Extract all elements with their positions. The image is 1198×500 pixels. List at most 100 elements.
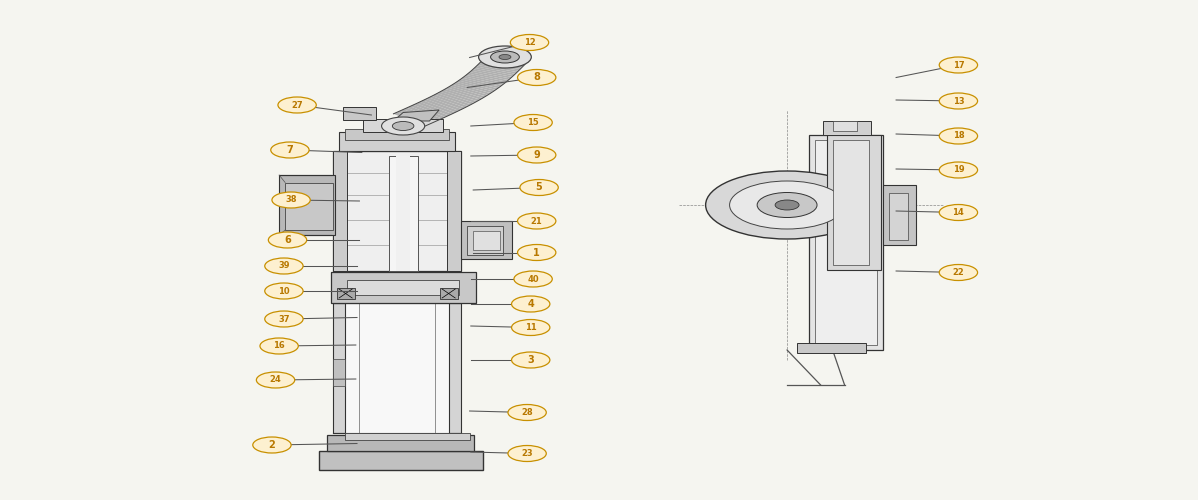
Text: 28: 28 — [521, 408, 533, 417]
Circle shape — [253, 437, 291, 453]
Bar — [327, 435, 474, 451]
Polygon shape — [440, 90, 477, 103]
Polygon shape — [431, 94, 468, 108]
Text: 15: 15 — [527, 118, 539, 127]
Circle shape — [256, 372, 295, 388]
Text: 8: 8 — [533, 72, 540, 83]
Polygon shape — [404, 108, 438, 122]
Circle shape — [939, 93, 978, 109]
Polygon shape — [452, 84, 491, 94]
Text: 19: 19 — [952, 166, 964, 174]
Bar — [333, 302, 345, 432]
Text: 22: 22 — [952, 268, 964, 277]
Polygon shape — [460, 78, 500, 88]
Polygon shape — [462, 76, 502, 86]
Circle shape — [518, 244, 556, 260]
Circle shape — [520, 180, 558, 196]
Bar — [883, 185, 916, 245]
Polygon shape — [423, 99, 459, 112]
Polygon shape — [446, 88, 483, 100]
Circle shape — [939, 204, 978, 220]
Circle shape — [272, 192, 310, 208]
Circle shape — [514, 114, 552, 130]
Polygon shape — [479, 62, 520, 70]
Circle shape — [512, 296, 550, 312]
Bar — [331, 272, 476, 302]
Circle shape — [512, 352, 550, 368]
Circle shape — [757, 192, 817, 218]
Bar — [363, 120, 443, 132]
Circle shape — [265, 258, 303, 274]
Polygon shape — [478, 64, 519, 72]
Bar — [345, 129, 449, 140]
Bar — [797, 342, 866, 352]
Text: 9: 9 — [533, 150, 540, 160]
Bar — [388, 156, 418, 271]
Polygon shape — [459, 79, 498, 90]
Text: 1: 1 — [533, 248, 540, 258]
Polygon shape — [410, 105, 446, 118]
Text: 2: 2 — [268, 440, 276, 450]
Text: 27: 27 — [291, 100, 303, 110]
Circle shape — [775, 200, 799, 210]
Polygon shape — [470, 70, 510, 80]
Circle shape — [939, 162, 978, 178]
Text: 37: 37 — [278, 314, 290, 324]
Bar — [333, 151, 461, 271]
Bar — [319, 451, 483, 470]
Text: 38: 38 — [285, 196, 297, 204]
Circle shape — [393, 122, 415, 130]
Circle shape — [479, 46, 532, 68]
Circle shape — [265, 311, 303, 327]
Polygon shape — [480, 60, 522, 69]
Bar — [333, 151, 347, 271]
Bar — [815, 140, 877, 345]
Bar — [823, 121, 871, 135]
Text: 10: 10 — [278, 286, 290, 296]
Circle shape — [706, 171, 869, 239]
Text: 24: 24 — [270, 376, 282, 384]
Polygon shape — [465, 75, 504, 85]
Text: 14: 14 — [952, 208, 964, 217]
Polygon shape — [473, 68, 514, 77]
Bar — [449, 302, 461, 432]
Bar — [339, 132, 455, 151]
Bar — [827, 135, 881, 270]
Bar — [833, 140, 869, 265]
Polygon shape — [413, 104, 449, 117]
Bar — [395, 156, 411, 271]
Text: 11: 11 — [525, 323, 537, 332]
Polygon shape — [456, 80, 496, 92]
Text: 7: 7 — [286, 145, 294, 155]
Polygon shape — [426, 98, 461, 110]
Bar — [833, 121, 857, 131]
Polygon shape — [435, 93, 471, 106]
Text: 18: 18 — [952, 132, 964, 140]
Polygon shape — [407, 106, 442, 120]
Bar — [889, 192, 908, 240]
Polygon shape — [476, 65, 518, 74]
Circle shape — [265, 283, 303, 299]
Text: 4: 4 — [527, 299, 534, 309]
Circle shape — [508, 404, 546, 420]
Text: 39: 39 — [278, 262, 290, 270]
Circle shape — [514, 271, 552, 287]
Circle shape — [518, 213, 556, 229]
Polygon shape — [417, 102, 452, 116]
Polygon shape — [442, 89, 480, 101]
Circle shape — [381, 117, 425, 135]
Circle shape — [508, 446, 546, 462]
Text: 3: 3 — [527, 355, 534, 365]
Bar — [345, 432, 470, 440]
Polygon shape — [484, 58, 525, 66]
Polygon shape — [448, 86, 485, 98]
Bar — [473, 231, 500, 250]
Polygon shape — [429, 96, 465, 109]
Polygon shape — [450, 84, 488, 96]
Polygon shape — [397, 111, 431, 124]
Bar — [467, 226, 503, 255]
Circle shape — [491, 51, 520, 63]
Circle shape — [510, 34, 549, 50]
Text: 40: 40 — [527, 274, 539, 283]
Polygon shape — [471, 70, 512, 78]
